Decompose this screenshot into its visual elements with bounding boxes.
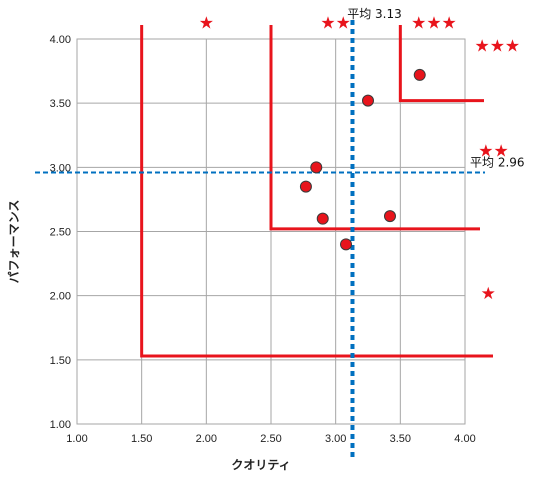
- y-axis-ticks: 1.00 1.50 2.00 2.50 3.00 3.50 4.00: [50, 34, 71, 431]
- y-tick-label: 1.00: [50, 419, 71, 431]
- y-tick-label: 1.50: [50, 355, 71, 367]
- star-rating-label: ★★: [478, 142, 508, 162]
- star-rating-label: ★★: [320, 13, 350, 33]
- y-tick-label: 2.50: [50, 227, 71, 239]
- data-point: [310, 161, 323, 174]
- x-tick-label: 2.50: [260, 433, 281, 445]
- y-tick-label: 4.00: [50, 34, 71, 46]
- x-tick-label: 3.50: [390, 433, 411, 445]
- x-tick-label: 1.00: [66, 433, 87, 445]
- y-tick-label: 2.00: [50, 291, 71, 303]
- star-rating-label: ★: [199, 13, 214, 33]
- star-rating-label: ★★★: [411, 13, 457, 33]
- data-point: [383, 210, 396, 223]
- average-lines: [35, 20, 485, 460]
- region-boundaries: [140, 25, 493, 358]
- y-axis-title: パフォーマンス: [7, 200, 21, 284]
- region-boundary: [140, 25, 493, 358]
- x-tick-label: 3.00: [325, 433, 346, 445]
- data-point: [340, 238, 353, 251]
- x-tick-label: 4.00: [454, 433, 475, 445]
- x-axis-ticks: 1.00 1.50 2.00 2.50 3.00 3.50 4.00: [66, 433, 475, 445]
- region-boundary: [269, 25, 480, 231]
- data-point: [299, 180, 312, 193]
- data-point: [316, 212, 329, 225]
- average-x-label: 平均 3.13: [347, 7, 402, 21]
- star-ratings: ★ ★★ ★★★★★★★★★: [199, 13, 520, 304]
- y-tick-label: 3.00: [50, 162, 71, 174]
- data-point: [413, 68, 426, 81]
- average-y-label: 平均 2.96: [470, 155, 525, 169]
- x-tick-label: 2.00: [196, 433, 217, 445]
- x-tick-label: 1.50: [131, 433, 152, 445]
- region-boundary: [398, 25, 484, 103]
- star-rating-label: ★: [481, 284, 496, 304]
- data-points: [299, 68, 426, 251]
- data-point: [362, 94, 374, 107]
- x-axis-title: クオリティ: [231, 458, 290, 472]
- y-tick-label: 3.50: [50, 98, 71, 110]
- star-rating-label: ★★★: [474, 36, 520, 56]
